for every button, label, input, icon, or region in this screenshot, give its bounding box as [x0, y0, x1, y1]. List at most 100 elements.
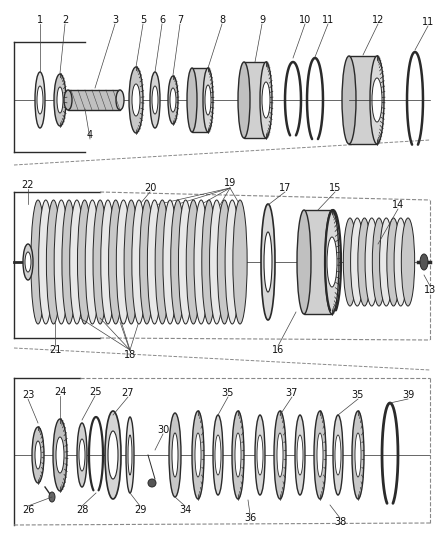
Text: 35: 35 [352, 390, 364, 400]
Ellipse shape [152, 86, 158, 114]
Text: 19: 19 [224, 178, 236, 188]
Ellipse shape [124, 200, 138, 324]
Ellipse shape [387, 218, 400, 306]
Ellipse shape [297, 210, 311, 314]
Text: 27: 27 [122, 388, 134, 398]
Ellipse shape [132, 84, 140, 116]
Text: 18: 18 [124, 350, 136, 360]
Text: 21: 21 [49, 345, 61, 355]
Ellipse shape [168, 76, 178, 124]
Text: 6: 6 [159, 15, 165, 25]
Ellipse shape [155, 200, 170, 324]
Ellipse shape [93, 200, 107, 324]
Ellipse shape [170, 88, 176, 112]
Text: 22: 22 [22, 180, 34, 190]
Polygon shape [244, 62, 266, 138]
Ellipse shape [215, 435, 221, 475]
Text: 26: 26 [22, 505, 34, 515]
Text: 4: 4 [87, 130, 93, 140]
Ellipse shape [195, 433, 201, 477]
Ellipse shape [39, 200, 53, 324]
Ellipse shape [262, 82, 270, 118]
Polygon shape [192, 68, 208, 132]
Ellipse shape [261, 204, 275, 320]
Ellipse shape [37, 86, 43, 114]
Text: 1: 1 [37, 15, 43, 25]
Ellipse shape [394, 218, 407, 306]
Text: 34: 34 [179, 505, 191, 515]
Ellipse shape [352, 411, 364, 499]
Ellipse shape [194, 200, 208, 324]
Ellipse shape [325, 210, 339, 314]
Ellipse shape [172, 433, 178, 477]
Text: 15: 15 [329, 183, 341, 193]
Text: 10: 10 [299, 15, 311, 25]
Text: 11: 11 [422, 17, 434, 27]
Ellipse shape [333, 415, 343, 495]
Ellipse shape [49, 492, 55, 502]
Ellipse shape [64, 90, 72, 110]
Ellipse shape [187, 68, 197, 132]
Ellipse shape [46, 200, 61, 324]
Ellipse shape [57, 87, 63, 113]
Ellipse shape [343, 218, 357, 306]
Ellipse shape [150, 72, 160, 128]
Ellipse shape [225, 200, 240, 324]
Ellipse shape [35, 441, 41, 469]
Text: 36: 36 [244, 513, 256, 523]
Ellipse shape [297, 435, 303, 475]
Ellipse shape [31, 200, 45, 324]
Ellipse shape [23, 244, 33, 280]
Text: 13: 13 [424, 285, 436, 295]
Ellipse shape [108, 431, 118, 479]
Text: 29: 29 [134, 505, 146, 515]
Ellipse shape [105, 411, 121, 499]
Ellipse shape [274, 411, 286, 499]
Ellipse shape [169, 413, 181, 497]
Ellipse shape [257, 435, 263, 475]
Ellipse shape [192, 411, 204, 499]
Text: 25: 25 [89, 387, 101, 397]
Ellipse shape [148, 200, 162, 324]
Text: 11: 11 [322, 15, 334, 25]
Ellipse shape [116, 90, 124, 110]
Ellipse shape [355, 433, 361, 477]
Ellipse shape [205, 85, 211, 115]
Ellipse shape [209, 200, 224, 324]
Ellipse shape [78, 200, 92, 324]
Ellipse shape [213, 415, 223, 495]
Ellipse shape [62, 200, 76, 324]
Ellipse shape [260, 62, 272, 138]
Ellipse shape [129, 67, 143, 133]
Ellipse shape [35, 72, 45, 128]
Text: 28: 28 [76, 505, 88, 515]
Ellipse shape [77, 423, 87, 487]
Ellipse shape [109, 200, 123, 324]
Ellipse shape [56, 437, 64, 473]
Ellipse shape [365, 218, 378, 306]
Ellipse shape [372, 218, 386, 306]
Ellipse shape [85, 200, 99, 324]
Text: 7: 7 [177, 15, 183, 25]
Ellipse shape [380, 218, 393, 306]
Polygon shape [304, 210, 332, 314]
Ellipse shape [32, 427, 44, 483]
Text: 39: 39 [402, 390, 414, 400]
Text: 12: 12 [372, 15, 384, 25]
Text: 38: 38 [334, 517, 346, 527]
Ellipse shape [126, 417, 134, 493]
Ellipse shape [163, 200, 177, 324]
Text: 9: 9 [259, 15, 265, 25]
Ellipse shape [233, 200, 247, 324]
Text: 24: 24 [54, 387, 66, 397]
Text: 8: 8 [219, 15, 225, 25]
Ellipse shape [148, 479, 156, 487]
Text: 3: 3 [112, 15, 118, 25]
Text: 17: 17 [279, 183, 291, 193]
Ellipse shape [238, 62, 250, 138]
Ellipse shape [314, 411, 326, 499]
Text: 35: 35 [222, 388, 234, 398]
Ellipse shape [255, 415, 265, 495]
Ellipse shape [358, 218, 371, 306]
Ellipse shape [277, 433, 283, 477]
